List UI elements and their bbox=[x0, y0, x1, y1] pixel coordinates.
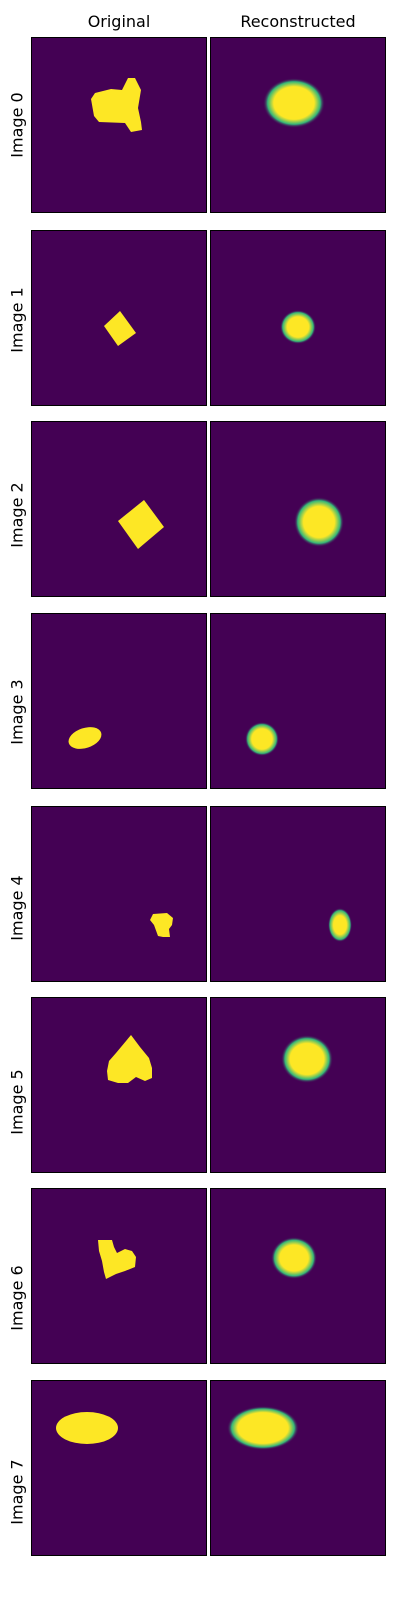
column-title-reconstructed: Reconstructed bbox=[240, 12, 356, 31]
reconstructed-image-7 bbox=[210, 1380, 386, 1556]
original-image-3 bbox=[31, 613, 207, 789]
row-label-6: Image 6 bbox=[7, 1265, 27, 1331]
reconstructed-image-6 bbox=[210, 1188, 386, 1364]
reconstructed-image-5 bbox=[210, 997, 386, 1173]
original-image-0 bbox=[31, 37, 207, 213]
original-image-5 bbox=[31, 997, 207, 1173]
row-label-5: Image 5 bbox=[7, 1069, 27, 1135]
row-label-3: Image 3 bbox=[7, 679, 27, 745]
row-label-2: Image 2 bbox=[7, 482, 27, 548]
reconstructed-image-2 bbox=[210, 421, 386, 597]
column-title-original: Original bbox=[87, 12, 151, 31]
original-image-4 bbox=[31, 806, 207, 982]
row-label-1: Image 1 bbox=[7, 287, 27, 353]
row-label-0: Image 0 bbox=[7, 92, 27, 158]
reconstructed-image-4 bbox=[210, 806, 386, 982]
original-image-6 bbox=[31, 1188, 207, 1364]
reconstructed-image-0 bbox=[210, 37, 386, 213]
original-image-1 bbox=[31, 230, 207, 406]
row-label-4: Image 4 bbox=[7, 875, 27, 941]
original-image-7 bbox=[31, 1380, 207, 1556]
original-image-2 bbox=[31, 421, 207, 597]
reconstructed-image-1 bbox=[210, 230, 386, 406]
row-label-7: Image 7 bbox=[7, 1459, 27, 1525]
reconstructed-image-3 bbox=[210, 613, 386, 789]
